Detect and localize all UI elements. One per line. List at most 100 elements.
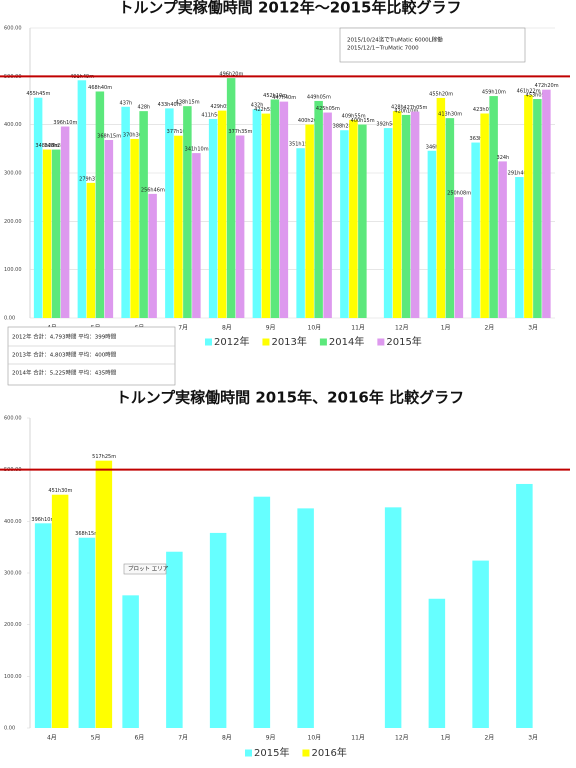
bar	[349, 119, 358, 318]
value-label: 438h15m	[176, 100, 200, 106]
annotation-box	[339, 27, 526, 63]
x-tick-label: 1月	[441, 735, 451, 742]
bar	[139, 111, 148, 318]
bar	[472, 560, 489, 728]
bar	[515, 177, 524, 318]
y-tick-label: 400.00	[4, 122, 22, 128]
value-label: 396h10m	[53, 120, 77, 126]
value-label: 368h15m	[97, 134, 121, 140]
value-label: 420h10m	[394, 108, 418, 114]
value-label: 370h30m	[123, 132, 147, 138]
bar	[208, 118, 218, 318]
value-label: 449h05m	[307, 94, 331, 100]
bar	[489, 96, 498, 318]
bar	[235, 135, 245, 318]
bar	[253, 496, 271, 728]
x-tick-label: 7月	[178, 325, 188, 332]
bar	[226, 78, 236, 318]
legend-label: 2016年	[311, 746, 346, 759]
annotation: 2015/12/1~TruMatic 7000	[347, 46, 419, 52]
legend-swatch	[262, 338, 270, 346]
x-tick-label: 8月	[222, 325, 232, 332]
bar	[192, 153, 201, 318]
x-tick-label: 9月	[266, 325, 276, 332]
value-label: 428h	[138, 105, 151, 111]
bar	[516, 483, 533, 728]
bar	[165, 108, 174, 319]
value-label: 433h40m	[158, 102, 182, 108]
bar	[33, 97, 43, 319]
bar	[323, 112, 332, 318]
bar	[384, 507, 402, 728]
bar	[51, 149, 61, 318]
bar	[122, 595, 139, 728]
legend-swatch	[302, 749, 310, 757]
value-label: 425h05m	[316, 106, 340, 112]
value-label: 428h	[391, 105, 404, 111]
legend-label: 2014年	[329, 335, 364, 348]
legend-swatch	[319, 338, 327, 346]
legend-swatch	[205, 338, 212, 346]
summary-line: 2013年 合計：4,803時間 平均：400時間	[12, 351, 117, 359]
value-label: 472h20m	[535, 83, 559, 89]
bar	[428, 598, 446, 728]
y-tick-label: 0.00	[4, 316, 15, 322]
bar	[261, 113, 271, 318]
value-label: 496h20m	[219, 72, 243, 78]
value-label: 346h	[426, 144, 439, 150]
bar	[174, 135, 183, 318]
value-label: 250h08m	[447, 191, 471, 197]
x-tick-label: 11月	[351, 325, 365, 332]
value-label: 279h37m	[79, 176, 103, 182]
bar	[104, 140, 114, 318]
value-label: 517h25m	[92, 454, 116, 460]
bar	[358, 124, 367, 318]
x-tick-label: 3月	[528, 735, 538, 742]
summary-line: 2014年 合計：5,225時間 平均：435時間	[12, 369, 117, 377]
value-label: 461h22m	[517, 89, 541, 95]
value-label: 429h05m	[210, 104, 234, 110]
x-tick-label: 11月	[351, 735, 365, 742]
value-label: 324h	[497, 155, 510, 161]
x-tick-label: 10月	[308, 325, 322, 332]
value-label: 392h54m	[376, 122, 400, 128]
x-tick-label: 7月	[178, 735, 188, 742]
value-label: 341h10m	[185, 147, 209, 153]
y-tick-label: 600.00	[4, 416, 22, 422]
legend-label: 2013年	[271, 335, 306, 348]
legend-swatch	[377, 338, 385, 346]
value-label: 455h20m	[429, 91, 453, 97]
bar	[498, 161, 507, 318]
bar	[436, 97, 446, 319]
value-label: 422h55m	[254, 107, 278, 113]
bar	[209, 532, 227, 728]
legend-label: 2015年	[386, 335, 421, 348]
bar	[95, 460, 113, 728]
value-label: 348h28m	[35, 143, 59, 149]
value-label: 377h10m	[167, 129, 191, 135]
value-label: 451h30m	[48, 488, 72, 494]
bar	[314, 100, 323, 318]
bar	[296, 148, 305, 318]
bar	[392, 111, 402, 318]
bar	[480, 113, 489, 318]
bar	[121, 106, 130, 319]
value-label: 427h05m	[403, 105, 427, 111]
y-tick-label: 200.00	[4, 622, 22, 628]
value-label: 291h40m	[508, 171, 532, 177]
y-tick-label: 200.00	[4, 219, 22, 225]
bar	[410, 111, 420, 318]
value-label: 453h05m	[526, 93, 550, 99]
value-label: 400h15m	[351, 118, 375, 124]
x-tick-label: 12月	[395, 325, 409, 332]
bar	[542, 89, 551, 318]
y-tick-label: 300.00	[4, 171, 22, 177]
bar	[95, 91, 105, 318]
x-tick-label: 8月	[222, 735, 232, 742]
value-label: 388h28m	[333, 124, 357, 130]
x-tick-label: 9月	[266, 735, 276, 742]
y-tick-label: 600.00	[4, 26, 22, 32]
summary-box	[7, 326, 176, 386]
y-tick-label: 300.00	[4, 571, 22, 577]
value-label: 447h40m	[272, 95, 296, 101]
